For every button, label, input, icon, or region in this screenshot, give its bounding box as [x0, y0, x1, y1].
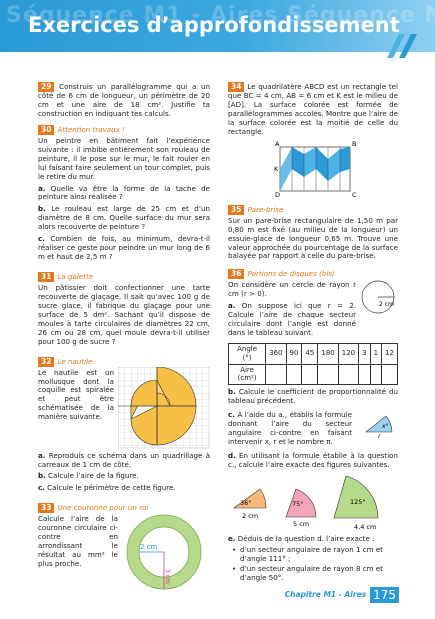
exercise-text: Un pâtissier doit confectionner une tart…	[38, 283, 210, 346]
question-text: Déduis de la question d. l’aire exacte :	[237, 533, 375, 543]
question-letter: a.	[38, 450, 46, 460]
exercise-30: 30 Attention travaux ! Un peintre en bât…	[38, 124, 210, 262]
exercise-number: 35	[228, 204, 245, 215]
question-text: Combien de fois, au minimum, devra-t-il …	[38, 234, 210, 262]
question-text: Calcule l’aire de la figure.	[48, 471, 139, 481]
question-text: Le rouleau est large de 25 cm et d’un di…	[38, 204, 210, 232]
sectors-figures: 36° 2 cm 75° 5 cm 125° 4,4 cm	[233, 475, 379, 531]
exercise-number: 36	[228, 269, 245, 280]
exercise-intro: Le nautile est un mollusque dont la coqu…	[38, 367, 114, 422]
table-cell: 90	[285, 343, 303, 365]
table-cell: 3	[358, 343, 371, 365]
chapter-label: Chapitre M1 - Aires	[284, 590, 367, 600]
circle-radius-figure: 2 cm	[361, 281, 395, 314]
exercise-intro: Un peintre en bâtiment fait l’expérience…	[38, 135, 210, 181]
exercise-number: 30	[38, 124, 55, 135]
question-letter: a.	[228, 301, 236, 311]
table-cell: 45	[301, 343, 319, 365]
exercise-title: La galette	[57, 272, 94, 281]
exercise-title: Une couronne pour un roi	[57, 503, 149, 513]
rectangle-parallelograms-figure: A B C D K	[274, 140, 357, 199]
exercise-number: 32	[38, 356, 55, 367]
question-letter: e.	[228, 533, 236, 543]
sector-radius-label: r	[378, 433, 381, 438]
question-text: Quelle va être la forme de la tache de p…	[38, 183, 210, 202]
sector1-angle-label: 36°	[240, 499, 252, 507]
exercise-number: 33	[38, 503, 55, 514]
exercise-intro: On considère un cercle de rayon r cm (r …	[228, 280, 356, 299]
exercise-36: 36 Portions de disques (bis) On considèr…	[227, 269, 398, 583]
exercise-number: 31	[38, 272, 55, 282]
table-header: Aire (cm²)	[227, 363, 267, 386]
question-text: Reproduis ce schéma dans un quadrillage …	[38, 450, 210, 469]
exercise-31: 31 La galette Un pâtissier doit confecti…	[38, 272, 210, 347]
question-text: À l’aide du a., établis la formule donna…	[228, 410, 352, 446]
question-letter: c.	[38, 483, 45, 493]
question-letter: c.	[38, 234, 45, 244]
header-ghost-text: Séquence M1 - Aires Séquence M1 - Math	[6, 3, 435, 28]
page-title: Exercices d’approfondissement	[28, 13, 400, 37]
ring-outer-radius-label: 3 cm	[164, 569, 171, 584]
banner-stripes-decoration	[387, 34, 417, 58]
table-header: Angle (°)	[227, 343, 267, 365]
sector-angle-label: x°	[381, 423, 389, 430]
exercise-32: 32 Le nautile Le nautile est un mollusqu…	[38, 356, 210, 494]
table-row: Aire (cm²)	[227, 363, 398, 386]
point-k-label: K	[274, 165, 279, 173]
point-a-label: A	[275, 140, 280, 148]
exercise-34: 34 Le quadrilatère ABCD est un rectangle…	[228, 82, 398, 199]
header-banner: Séquence M1 - Aires Séquence M1 - Math E…	[0, 0, 435, 52]
circle-radius-label: 2 cm	[379, 301, 394, 308]
point-c-label: C	[352, 191, 357, 199]
angle-area-table: Angle (°) 360 90 45 180 120 3 1 12 Aire …	[227, 343, 398, 386]
exercise-title: Pare-brise	[247, 204, 284, 214]
sector2-length-label: 5 cm	[293, 520, 309, 528]
left-column: 29 Construis un parallélogramme qui a un…	[38, 80, 210, 597]
exercise-title: Le nautile	[57, 356, 93, 366]
exercise-29: 29 Construis un parallélogramme qui a un…	[38, 82, 210, 119]
page-footer: Chapitre M1 - Aires 175	[285, 587, 399, 603]
right-column: 34 Le quadrilatère ABCD est un rectangle…	[227, 80, 398, 588]
question-e-list: d’un secteur angulaire de rayon 1 cm et …	[232, 545, 398, 583]
nautilus-spiral-figure	[118, 366, 210, 448]
question-text: En utilisant la formule établie à la que…	[228, 450, 398, 469]
list-item: d’un secteur angulaire de rayon 8 cm et …	[232, 564, 398, 583]
sector3-angle-label: 125°	[350, 498, 366, 506]
exercise-35: 35 Pare-brise Sur un pare-brise rectangu…	[228, 204, 398, 262]
exercise-title: Portions de disques (bis)	[247, 269, 335, 279]
question-letter: d.	[228, 450, 236, 460]
exercise-number: 34	[228, 82, 245, 92]
exercise-text: Le quadrilatère ABCD est un rectangle te…	[228, 82, 398, 136]
sector3-length-label: 4,4 cm	[354, 523, 376, 531]
question-text: Calcule le coefficient de proportionnali…	[228, 387, 398, 406]
exercise-text: Sur un pare-brise rectangulaire de 1,50 …	[228, 215, 398, 261]
question-letter: c.	[228, 410, 235, 420]
point-d-label: D	[275, 191, 280, 199]
table-row: Angle (°) 360 90 45 180 120 3 1 12	[227, 343, 398, 365]
question-letter: b.	[228, 387, 236, 397]
sector2-angle-label: 75°	[292, 500, 304, 508]
table-cell: 120	[337, 343, 360, 365]
exercise-33: 33 Une couronne pour un roi Calcule l’ai…	[38, 503, 210, 591]
exercise-text: Construis un parallélogramme qui a un cô…	[38, 82, 210, 118]
list-item: d’un secteur angulaire de rayon 1 cm et …	[232, 545, 398, 564]
question-text: Calcule le périmètre de cette figure.	[47, 483, 176, 493]
generic-sector-figure: x° r	[365, 415, 393, 438]
question-letter: b.	[38, 471, 46, 481]
table-cell: 180	[317, 343, 339, 365]
question-letter: a.	[38, 183, 46, 193]
exercise-text: Calcule l’aire de la couronne circulaire…	[38, 514, 118, 568]
exercise-number: 29	[38, 82, 55, 92]
question-letter: b.	[38, 204, 46, 214]
ring-inner-radius-label: 2 cm	[140, 543, 158, 551]
point-b-label: B	[352, 140, 356, 148]
table-cell: 1	[369, 343, 383, 365]
table-cell: 360	[265, 343, 287, 365]
table-cell: 12	[381, 343, 398, 365]
page-number: 175	[370, 587, 399, 603]
ring-figure: 2 cm 3 cm	[126, 514, 202, 590]
question-text: On suppose ici que r = 2. Calcule l’aire…	[228, 301, 356, 338]
sector1-length-label: 2 cm	[242, 512, 258, 520]
exercise-title: Attention travaux !	[57, 124, 125, 134]
